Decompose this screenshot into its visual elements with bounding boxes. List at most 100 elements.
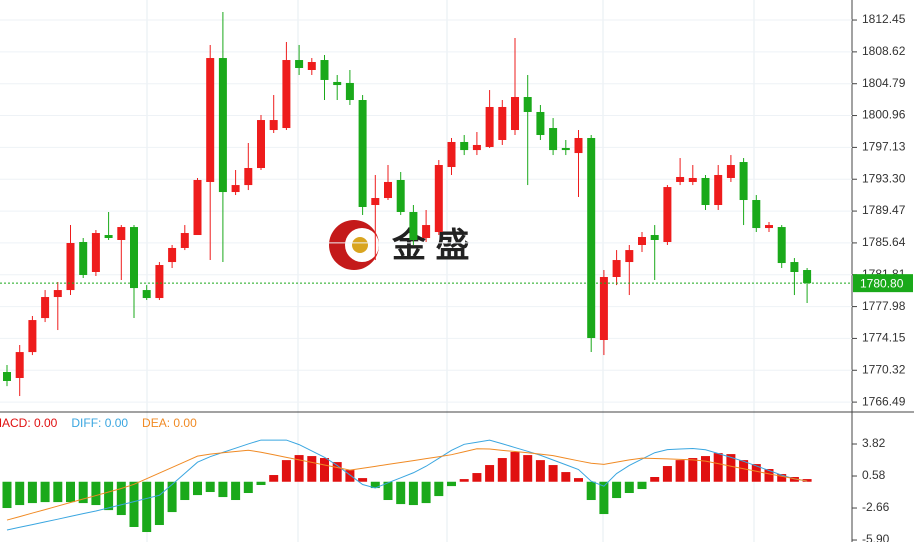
candle-body (168, 247, 177, 263)
candle-body (79, 241, 88, 275)
candle-body (193, 179, 202, 236)
candle-body (345, 82, 354, 101)
macd-bar (231, 481, 241, 501)
candle-body (726, 165, 735, 178)
candle-body (409, 211, 418, 241)
y-tick-label: 1800.96 (862, 108, 906, 122)
macd-line (6, 448, 808, 521)
macd-bar (586, 481, 596, 501)
macd-bar (497, 458, 507, 482)
candle-body (117, 227, 126, 241)
y-tick-label: -5.90 (862, 532, 890, 542)
y-tick-label: 1766.49 (862, 394, 906, 408)
macd-bar (66, 481, 75, 503)
candle-body (53, 290, 62, 298)
candle-body (777, 227, 786, 264)
candle-body (587, 137, 596, 339)
macd-bar (205, 481, 215, 493)
candle-body (396, 179, 405, 212)
macd-bar (675, 460, 685, 482)
candle-body (447, 141, 456, 168)
candle-body (422, 225, 431, 239)
macd-bar (777, 474, 787, 482)
candle-body (66, 242, 75, 291)
macd-bar (332, 462, 342, 482)
macd-bar (167, 481, 177, 513)
candle-body (485, 106, 494, 147)
macd-bar (561, 472, 571, 482)
macd-bar (91, 481, 101, 506)
macd-bar (396, 481, 406, 505)
candle-body (523, 97, 532, 112)
macd-bar (78, 481, 88, 504)
legend-entry: DIFF: 0.00 (71, 416, 128, 430)
candle-body (574, 137, 583, 154)
candle-body (701, 177, 710, 206)
macd-bar (802, 479, 812, 482)
candle-body (384, 181, 392, 199)
macd-bar (383, 481, 393, 501)
macd-bar (624, 481, 634, 494)
legend-entry: MACD: 0.00 (0, 416, 58, 430)
macd-bar (726, 454, 736, 482)
candle-body (231, 185, 240, 193)
macd-bar (218, 481, 228, 498)
macd-bar (180, 481, 190, 501)
last-price-box (853, 274, 913, 293)
macd-bar (574, 478, 583, 482)
y-tick-label: 1789.47 (862, 203, 906, 217)
macd-line (6, 439, 808, 531)
y-tick-label: 1793.30 (862, 171, 906, 185)
macd-bar (599, 481, 609, 515)
candle-body (358, 100, 367, 207)
macd-bar (637, 481, 647, 490)
macd-bar (281, 460, 291, 482)
macd-bar (662, 466, 672, 482)
candle-body (307, 62, 316, 70)
candle-body (612, 260, 621, 277)
macd-bar (15, 481, 25, 506)
macd-bar (358, 478, 368, 482)
candle-body (739, 162, 748, 201)
macd-bar (2, 481, 12, 509)
candle-body (320, 60, 329, 80)
y-tick-label: 1808.62 (862, 44, 906, 58)
macd-bar (129, 481, 139, 527)
y-tick-label: -2.66 (862, 500, 890, 514)
macd-bar (307, 456, 317, 482)
macd-bar (485, 465, 495, 482)
macd-bar (523, 455, 533, 482)
y-tick-label: 3.82 (862, 436, 886, 450)
candle-body (15, 352, 24, 378)
macd-bar (243, 481, 253, 494)
macd-bar (256, 481, 266, 486)
candle-body (218, 58, 227, 193)
candle-body (257, 120, 265, 169)
macd-bar (104, 481, 114, 511)
candle-body (434, 165, 443, 233)
candle-body (180, 233, 189, 248)
macd-bar (27, 481, 37, 504)
macd-bar (548, 465, 558, 482)
candle-body (688, 177, 697, 182)
candle-body (282, 60, 291, 129)
last-price-label: 1780.80 (860, 276, 904, 290)
macd-bar (142, 481, 152, 533)
candle-body (765, 225, 773, 229)
macd-bar (688, 458, 698, 482)
watermark-logo: 金 盛 (329, 220, 469, 270)
macd-bar (535, 460, 545, 482)
legend-entry: DEA: 0.00 (142, 416, 197, 430)
candle-body (714, 174, 723, 206)
macd-bar (650, 477, 660, 482)
candle-body (536, 111, 545, 136)
macd-bar (53, 481, 63, 503)
macd-bar (612, 481, 622, 499)
candle-body (650, 235, 659, 241)
macd-bar (154, 481, 164, 526)
candle-body (625, 250, 634, 263)
candle-body (142, 290, 151, 299)
macd-bar (294, 455, 304, 482)
candle-body (28, 320, 37, 353)
macd-bar (510, 452, 520, 482)
